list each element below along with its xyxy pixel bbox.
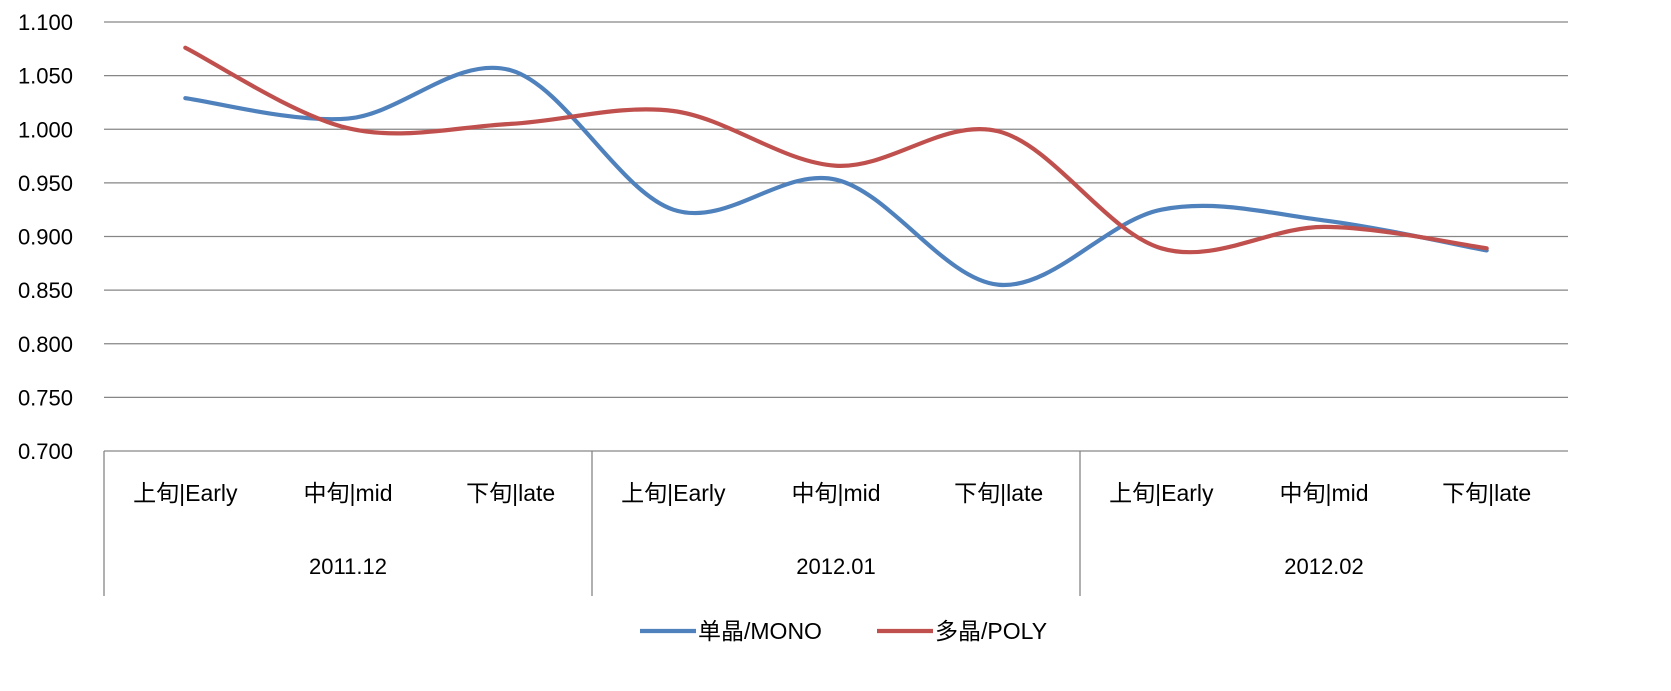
legend: 单晶/MONO 多晶/POLY: [640, 618, 1047, 644]
x-tick-label: 中旬|mid: [1279, 480, 1368, 506]
gridlines: [104, 21, 1568, 399]
y-tick-label: 0.800: [18, 332, 73, 357]
series-mono-line: [183, 65, 1489, 287]
x-tick-label: 中旬|mid: [303, 480, 392, 506]
x-tick-label: 下旬|late: [466, 480, 555, 506]
x-axis: 上旬|Early 中旬|mid 下旬|late 上旬|Early 中旬|mid 下旬|la…: [103, 450, 1568, 596]
series-lines: [183, 45, 1489, 287]
y-tick-label: 0.750: [18, 385, 73, 410]
x-group-label: 2012.01: [796, 554, 876, 579]
x-tick-label: 中旬|mid: [791, 480, 880, 506]
x-tick-label: 上旬|Early: [133, 480, 238, 506]
x-tick-label: 上旬|Early: [621, 480, 726, 506]
y-tick-label: 1.000: [18, 117, 73, 142]
x-tick-label: 下旬|late: [1442, 480, 1531, 506]
x-tick-label: 上旬|Early: [1109, 480, 1214, 506]
x-group-label: 2011.12: [309, 554, 387, 579]
series-poly-line: [183, 45, 1489, 255]
x-group-label: 2012.02: [1284, 554, 1364, 579]
y-tick-label: 0.700: [18, 439, 73, 464]
legend-mono-label: 单晶/MONO: [698, 618, 822, 644]
y-tick-label: 0.900: [18, 225, 73, 250]
x-tick-label: 下旬|late: [954, 480, 1043, 506]
y-axis-tick-labels: 0.700 0.750 0.800 0.850 0.900 0.950 1.000 1.050…: [18, 10, 73, 464]
y-tick-label: 1.050: [18, 64, 73, 89]
y-tick-label: 0.850: [18, 278, 73, 303]
y-tick-label: 0.950: [18, 171, 73, 196]
y-tick-label: 1.100: [18, 10, 73, 35]
legend-poly-label: 多晶/POLY: [935, 618, 1047, 644]
